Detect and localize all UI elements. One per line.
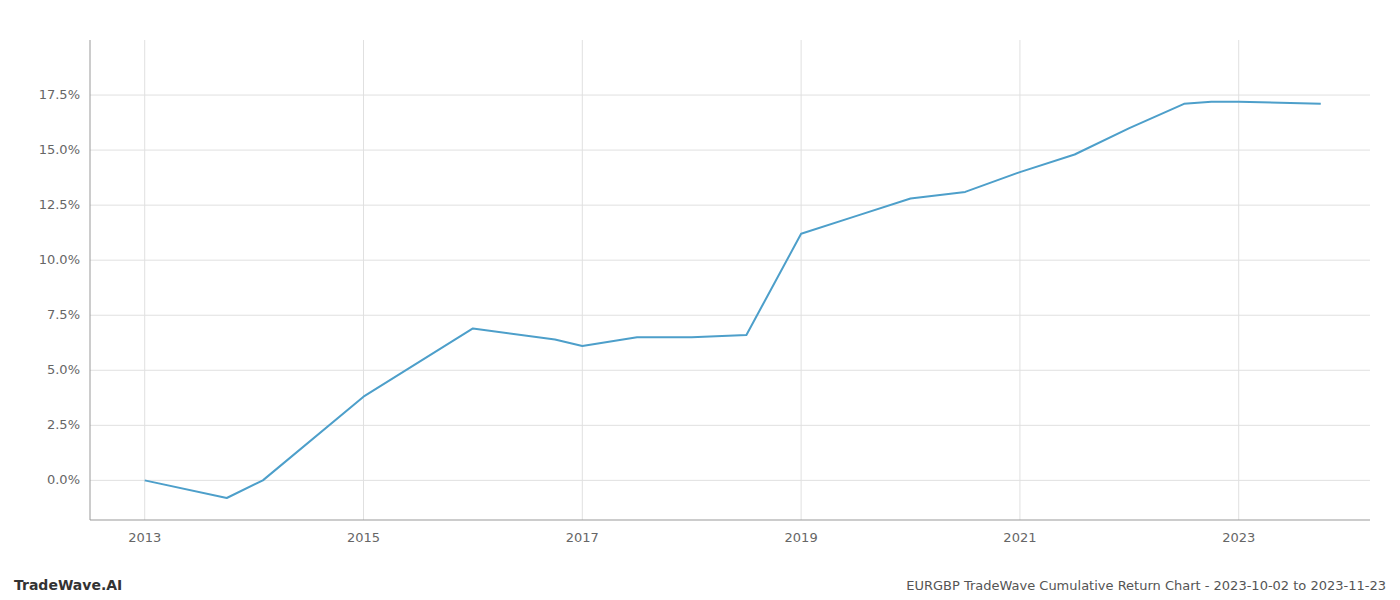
- axes: 0.0% 2.5% 5.0% 7.5% 10.0% 12.5% 15.0% 17.5% 2013…: [39, 40, 1370, 545]
- x-grid-line: [144, 40, 145, 520]
- y-grid-line: [90, 150, 1370, 151]
- y-grid-line: [90, 480, 1370, 481]
- x-grid-line: [1019, 40, 1020, 520]
- title: EURGBP TradeWave Cumulative Return Chart…: [906, 578, 1386, 593]
- x-tick-label: 2013: [128, 530, 161, 545]
- x-axis-line: [90, 520, 1370, 521]
- y-tick-label: 17.5%: [39, 87, 80, 102]
- chart: 0.0% 2.5% 5.0% 7.5% 10.0% 12.5% 15.0% 17.5% 2013…: [0, 0, 1400, 600]
- y-tick-label: 12.5%: [39, 197, 80, 212]
- line: [145, 102, 1321, 498]
- y-grid-line: [90, 205, 1370, 206]
- y-tick-label: 15.0%: [39, 142, 80, 157]
- y-tick-label: 2.5%: [47, 417, 80, 432]
- texts: TradeWave.AI EURGBP TradeWave Cumulative …: [14, 577, 1386, 593]
- y-tick-label: 5.0%: [47, 362, 80, 377]
- x-tick-label: 2015: [347, 530, 380, 545]
- x-grid-line: [801, 40, 802, 520]
- y-grid-line: [90, 425, 1370, 426]
- x-tick-label: 2019: [785, 530, 818, 545]
- y-tick-label: 0.0%: [47, 472, 80, 487]
- y-grid-line: [90, 95, 1370, 96]
- y-grid-line: [90, 260, 1370, 261]
- x-tick-label: 2017: [566, 530, 599, 545]
- y-grid-line: [90, 315, 1370, 316]
- x-grid-line: [363, 40, 364, 520]
- plot-area: [145, 102, 1321, 498]
- x-grid-line: [1238, 40, 1239, 520]
- watermark: TradeWave.AI: [14, 577, 122, 593]
- x-grid-line: [582, 40, 583, 520]
- y-tick-label: 7.5%: [47, 307, 80, 322]
- grid: [90, 40, 1370, 520]
- y-grid-line: [90, 370, 1370, 371]
- x-tick-label: 2023: [1222, 530, 1255, 545]
- y-tick-label: 10.0%: [39, 252, 80, 267]
- x-tick-label: 2021: [1003, 530, 1036, 545]
- y-axis-line: [90, 40, 91, 520]
